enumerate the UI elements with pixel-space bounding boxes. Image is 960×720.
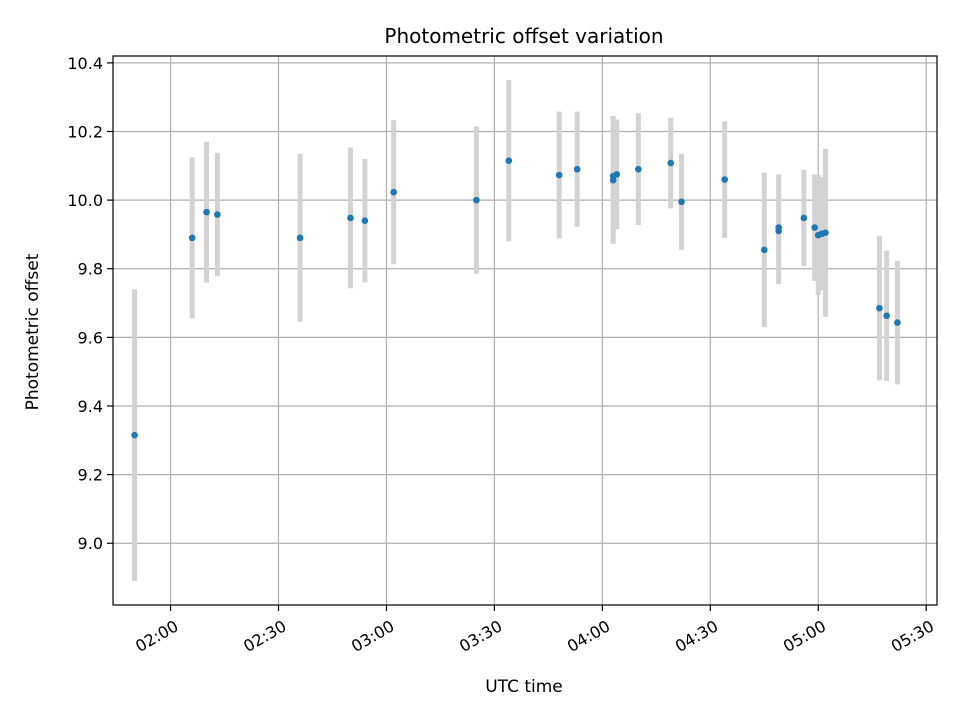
data-point: [613, 171, 621, 178]
y-axis-ticks: 9.0 9.2 9.4 9.6 9.8 10.0 10.2 10.4: [67, 54, 113, 553]
data-point: [775, 224, 782, 231]
plot-frame: [112, 55, 938, 606]
data-point: [296, 234, 304, 242]
y-tick-label: 9.0: [78, 534, 103, 553]
data-point: [188, 234, 196, 242]
data-point: [573, 165, 581, 173]
grid: [113, 56, 937, 605]
y-axis-label: Photometric offset: [23, 253, 43, 410]
data-point: [390, 188, 397, 196]
data-point: [131, 431, 138, 439]
data-point: [555, 171, 563, 179]
chart-title: Photometric offset variation: [384, 24, 663, 48]
data-point: [473, 196, 480, 204]
data-point: [361, 217, 369, 224]
y-tick-label: 9.4: [78, 397, 103, 416]
data-point: [347, 214, 354, 222]
data-point: [822, 229, 829, 237]
data-point: [876, 304, 883, 312]
data-point: [811, 224, 818, 231]
data-point: [214, 211, 221, 218]
y-tick-label: 9.2: [78, 466, 103, 485]
data-points: [131, 157, 901, 439]
y-tick-label: 10.4: [67, 54, 103, 73]
data-point: [635, 165, 642, 173]
data-point: [505, 157, 513, 164]
data-point: [609, 176, 617, 184]
data-point: [883, 312, 890, 320]
data-point: [800, 214, 808, 222]
y-tick-label: 9.8: [78, 260, 103, 279]
data-point: [760, 246, 768, 254]
y-tick-label: 10.2: [67, 122, 103, 141]
y-tick-label: 10.0: [67, 191, 103, 210]
data-point: [894, 319, 901, 326]
data-point: [721, 176, 729, 183]
data-point: [678, 198, 685, 206]
x-axis-label: UTC time: [485, 677, 563, 697]
data-point: [667, 159, 675, 167]
y-tick-label: 9.6: [78, 328, 103, 347]
data-point: [203, 208, 210, 216]
